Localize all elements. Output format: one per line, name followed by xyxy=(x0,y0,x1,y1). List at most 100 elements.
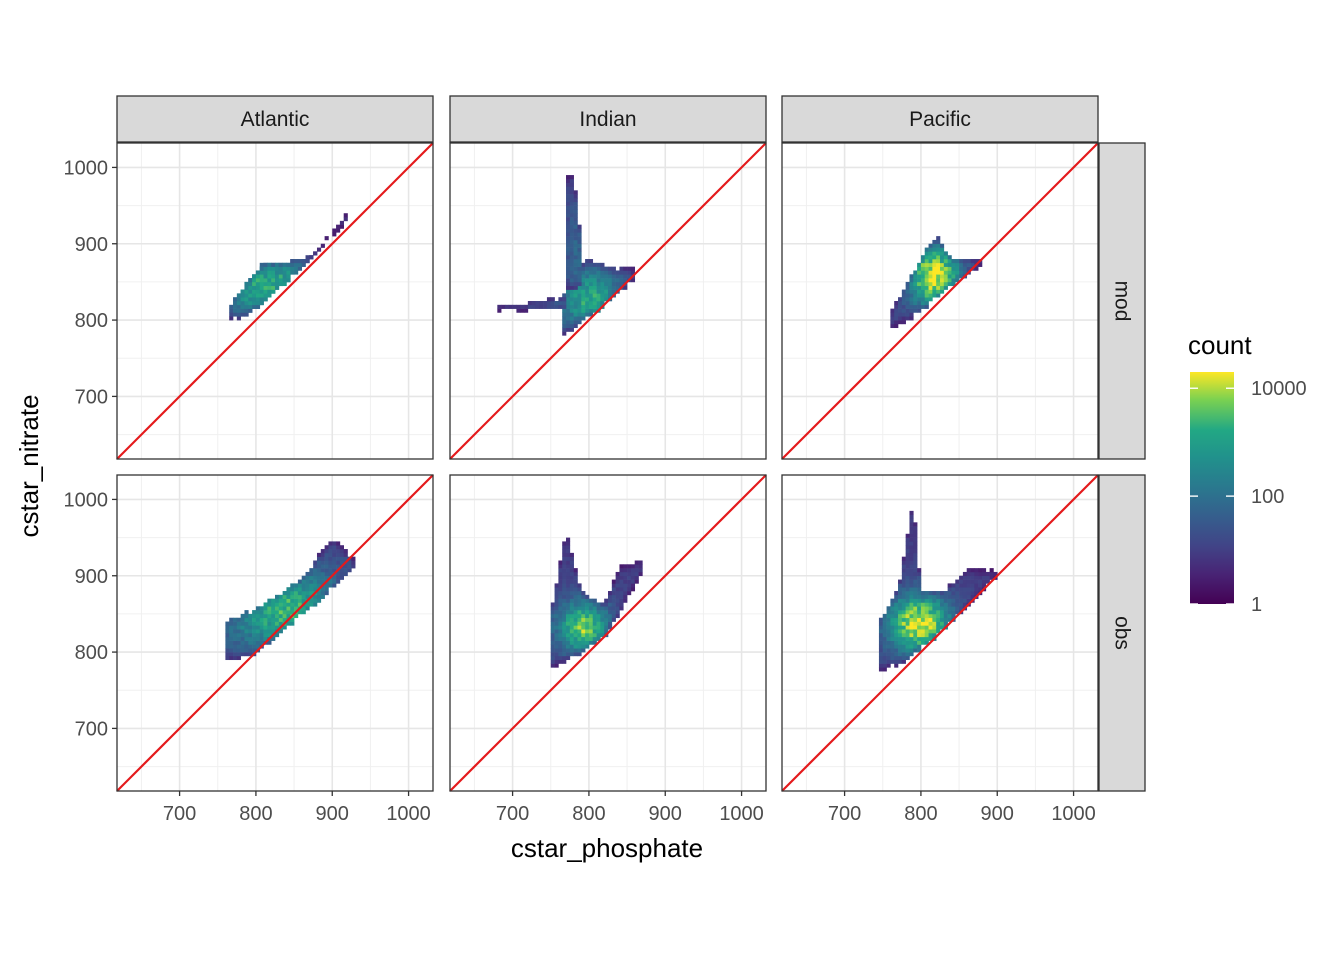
heatmap-bin xyxy=(592,281,597,287)
heatmap-bin xyxy=(913,575,918,580)
heatmap-bin xyxy=(608,274,613,279)
heatmap-bin xyxy=(332,549,337,554)
reference-line-y-equals-x xyxy=(116,142,434,460)
heatmap-bin xyxy=(343,571,348,577)
heatmap-bin xyxy=(244,301,249,306)
heatmap-bin xyxy=(928,297,933,302)
heatmap-bin xyxy=(252,304,257,309)
heatmap-bin xyxy=(909,518,914,523)
heatmap-bin xyxy=(569,552,574,557)
heatmap-bin xyxy=(278,270,283,275)
heatmap-bin xyxy=(951,259,956,264)
heatmap-bin xyxy=(497,304,502,309)
heatmap-bin xyxy=(894,606,899,611)
heatmap-bin xyxy=(585,259,590,264)
heatmap-bin xyxy=(909,644,914,649)
heatmap-bin xyxy=(581,591,586,596)
heatmap-bin xyxy=(267,278,272,283)
heatmap-bin xyxy=(936,289,941,294)
heatmap-bin xyxy=(596,293,601,298)
heatmap-bin xyxy=(615,274,620,279)
heatmap-bin xyxy=(970,575,975,580)
heatmap-bin xyxy=(581,640,586,645)
heatmap-bin xyxy=(882,633,887,638)
heatmap-bin xyxy=(566,224,571,229)
heatmap-bin xyxy=(611,285,616,290)
heatmap-bin xyxy=(566,243,571,248)
heatmap-bin xyxy=(619,591,624,596)
heatmap-bin xyxy=(569,281,574,287)
heatmap-bin xyxy=(615,583,620,588)
heatmap-bin xyxy=(573,281,578,287)
heatmap-bin xyxy=(920,621,926,626)
heatmap-bin xyxy=(909,510,914,515)
heatmap-bin xyxy=(585,304,590,309)
heatmap-bin xyxy=(611,583,616,588)
heatmap-bin xyxy=(577,644,582,649)
heatmap-bin xyxy=(278,621,283,626)
heatmap-bin xyxy=(592,274,597,279)
heatmap-bin xyxy=(562,308,567,313)
heatmap-bin xyxy=(512,304,517,309)
heatmap-bin xyxy=(600,621,605,626)
heatmap-bin xyxy=(566,197,571,203)
heatmap-bin xyxy=(248,613,253,619)
heatmap-bin xyxy=(955,278,960,283)
heatmap-bin xyxy=(566,655,571,661)
heatmap-bin xyxy=(263,297,268,302)
heatmap-bin xyxy=(924,255,929,260)
heatmap-bin xyxy=(943,274,948,279)
heatmap-bin xyxy=(566,281,571,287)
heatmap-bin xyxy=(905,598,910,603)
heatmap-bin xyxy=(604,598,609,603)
heatmap-bin xyxy=(573,217,578,222)
heatmap-bin xyxy=(573,575,578,580)
heatmap-bin xyxy=(905,301,910,306)
heatmap-bin xyxy=(905,636,910,641)
heatmap-bin xyxy=(554,587,559,592)
heatmap-bin xyxy=(569,648,574,653)
heatmap-bin xyxy=(516,308,521,313)
heatmap-bin xyxy=(244,281,249,287)
heatmap-bin xyxy=(600,606,605,611)
heatmap-bin xyxy=(905,541,910,546)
heatmap-bin xyxy=(577,236,582,241)
heatmap-bin xyxy=(328,541,333,546)
heatmap-bin xyxy=(259,617,264,622)
heatmap-bin xyxy=(581,281,586,287)
heatmap-bin xyxy=(951,278,956,283)
heatmap-bin xyxy=(566,255,571,260)
heatmap-bin xyxy=(535,304,540,309)
heatmap-bin xyxy=(920,617,926,622)
heatmap-bin xyxy=(313,564,318,569)
heatmap-bin xyxy=(600,270,605,275)
heatmap-bin xyxy=(562,621,567,626)
heatmap-bin xyxy=(566,239,571,245)
heatmap-bin xyxy=(882,663,887,668)
heatmap-bin xyxy=(890,312,895,317)
heatmap-bin xyxy=(573,236,578,241)
heatmap-bin xyxy=(913,285,918,290)
heatmap-bin xyxy=(569,289,574,294)
heatmap-bin xyxy=(585,262,590,267)
heatmap-bin xyxy=(878,667,884,672)
heatmap-bin xyxy=(569,182,574,187)
heatmap-bin xyxy=(569,178,574,183)
heatmap-bin xyxy=(951,281,956,287)
heatmap-bin xyxy=(894,633,899,638)
heatmap-bin xyxy=(577,320,582,325)
heatmap-bin xyxy=(244,644,249,649)
heatmap-bin xyxy=(244,312,249,317)
heatmap-bin xyxy=(943,598,948,603)
heatmap-bin xyxy=(604,289,609,294)
heatmap-bin xyxy=(339,220,344,225)
heatmap-bin xyxy=(898,655,903,661)
heatmap-bin xyxy=(600,617,605,622)
x-tick-label: 1000 xyxy=(719,803,764,825)
heatmap-bin xyxy=(627,274,632,279)
heatmap-bin xyxy=(619,587,624,592)
heatmap-bin xyxy=(332,228,337,233)
heatmap-bin xyxy=(566,251,571,256)
heatmap-bin xyxy=(592,606,597,611)
heatmap-bin xyxy=(336,571,341,577)
